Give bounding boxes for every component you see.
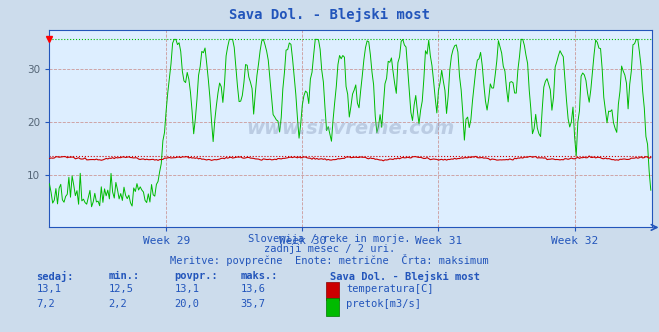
Text: min.:: min.:	[109, 271, 140, 281]
Text: temperatura[C]: temperatura[C]	[346, 284, 434, 294]
Text: sedaj:: sedaj:	[36, 271, 74, 282]
Text: Sava Dol. - Blejski most: Sava Dol. - Blejski most	[330, 271, 480, 282]
Text: zadnji mesec / 2 uri.: zadnji mesec / 2 uri.	[264, 244, 395, 254]
Text: maks.:: maks.:	[241, 271, 278, 281]
Text: 13,6: 13,6	[241, 284, 266, 294]
Text: Slovenija / reke in morje.: Slovenija / reke in morje.	[248, 234, 411, 244]
Text: 13,1: 13,1	[36, 284, 61, 294]
Text: 7,2: 7,2	[36, 299, 55, 309]
Text: Meritve: povprečne  Enote: metrične  Črta: maksimum: Meritve: povprečne Enote: metrične Črta:…	[170, 254, 489, 266]
Text: povpr.:: povpr.:	[175, 271, 218, 281]
Text: 2,2: 2,2	[109, 299, 127, 309]
Text: Sava Dol. - Blejski most: Sava Dol. - Blejski most	[229, 8, 430, 23]
Text: 35,7: 35,7	[241, 299, 266, 309]
Text: www.si-vreme.com: www.si-vreme.com	[246, 119, 455, 138]
Text: 20,0: 20,0	[175, 299, 200, 309]
Text: 12,5: 12,5	[109, 284, 134, 294]
Text: pretok[m3/s]: pretok[m3/s]	[346, 299, 421, 309]
Text: 13,1: 13,1	[175, 284, 200, 294]
